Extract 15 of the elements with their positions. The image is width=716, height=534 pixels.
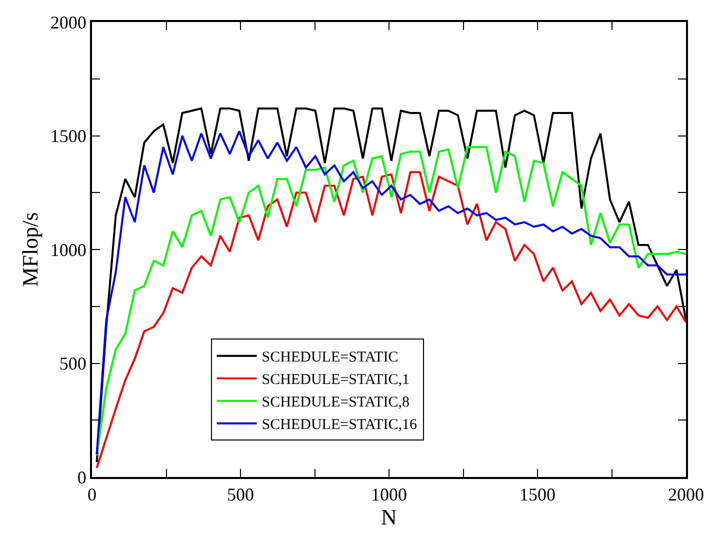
x-tick-label: 1500	[520, 484, 556, 505]
legend-label: SCHEDULE=STATIC,8	[262, 394, 410, 411]
x-axis-title: N	[381, 504, 398, 530]
y-tick-label: 500	[59, 354, 86, 374]
y-tick-label: 0	[77, 467, 86, 488]
x-tick-label: 2000	[668, 484, 704, 505]
y-tick-label: 2000	[50, 12, 86, 32]
legend-label: SCHEDULE=STATIC,1	[262, 372, 410, 388]
y-axis-title: MFlop/s	[18, 212, 43, 287]
y-tick-label: 1000	[50, 240, 86, 260]
x-tick-label: 500	[227, 484, 254, 505]
legend-label: SCHEDULE=STATIC,16	[262, 417, 418, 434]
legend-label: SCHEDULE=STATIC	[262, 350, 398, 366]
y-tick-label: 1500	[50, 126, 86, 146]
x-tick-label: 1000	[371, 484, 407, 505]
